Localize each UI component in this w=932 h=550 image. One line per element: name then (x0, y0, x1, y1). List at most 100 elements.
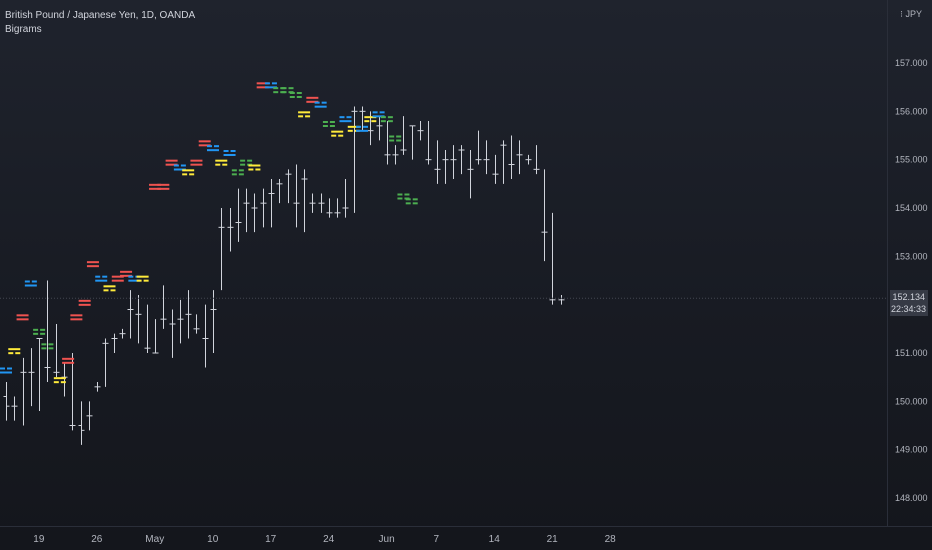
ohlc-bar[interactable] (28, 348, 35, 407)
ohlc-bar[interactable] (144, 304, 151, 353)
ohlc-bar[interactable] (483, 140, 490, 175)
ohlc-bar[interactable] (301, 169, 308, 233)
ohlc-bar[interactable] (69, 353, 76, 431)
ohlc-bar[interactable] (11, 396, 18, 421)
x-tick-label: 17 (265, 534, 277, 545)
ohlc-bar[interactable] (558, 295, 565, 305)
bigram-marker-yellow (364, 116, 377, 123)
ohlc-bar[interactable] (235, 188, 242, 242)
ohlc-bar[interactable] (409, 125, 416, 160)
ohlc-bar[interactable] (309, 193, 316, 213)
ohlc-bar[interactable] (475, 130, 482, 165)
bigram-marker-blue (0, 367, 12, 374)
ohlc-bar[interactable] (334, 198, 341, 218)
x-tick-label: 7 (433, 534, 439, 545)
bigram-marker-red (62, 357, 75, 364)
ohlc-bar[interactable] (276, 179, 283, 204)
ohlc-bar[interactable] (152, 319, 159, 354)
ohlc-bar[interactable] (293, 164, 300, 228)
ohlc-bar[interactable] (185, 290, 192, 339)
ohlc-bar[interactable] (78, 401, 85, 445)
symbol-title[interactable]: British Pound / Japanese Yen, 1D, OANDA (5, 10, 196, 21)
bigram-marker-red (306, 96, 319, 103)
ohlc-bar[interactable] (111, 333, 118, 353)
bigram-marker-green (289, 92, 302, 98)
ohlc-bar[interactable] (508, 135, 515, 180)
ohlc-bar[interactable] (135, 295, 142, 344)
ohlc-bar[interactable] (458, 145, 465, 175)
ohlc-bar[interactable] (400, 116, 407, 155)
ohlc-bar[interactable] (351, 106, 358, 213)
bigram-marker-yellow (248, 164, 261, 171)
ohlc-bar[interactable] (376, 116, 383, 141)
ohlc-bar[interactable] (384, 121, 391, 165)
ohlc-bar[interactable] (94, 382, 101, 392)
ohlc-bar[interactable] (160, 285, 167, 329)
bigram-marker-yellow (136, 275, 149, 282)
ohlc-bar[interactable] (525, 154, 532, 165)
bigram-marker-red (16, 314, 29, 321)
last-price-label: 152.134 22:34:33 (890, 290, 928, 316)
last-price-value: 152.134 (892, 292, 925, 302)
ohlc-bar[interactable] (268, 179, 275, 228)
ohlc-bar[interactable] (119, 328, 126, 339)
ohlc-bar[interactable] (44, 280, 51, 383)
ohlc-bar[interactable] (210, 290, 217, 353)
ohlc-bar[interactable] (549, 212, 556, 305)
ohlc-bar[interactable] (434, 140, 441, 184)
ohlc-bar[interactable] (492, 154, 499, 184)
bigram-marker-yellow (53, 377, 66, 384)
ohlc-bar[interactable] (169, 309, 176, 358)
ohlc-bar[interactable] (285, 169, 292, 204)
ohlc-bar[interactable] (251, 193, 258, 233)
bigram-marker-yellow (182, 169, 195, 176)
ohlc-bar[interactable] (260, 188, 267, 228)
bigram-marker-blue (339, 116, 352, 123)
ohlc-bar[interactable] (243, 188, 250, 233)
y-tick-label: 148.000 (895, 493, 928, 503)
bigram-marker-red (111, 275, 124, 282)
ohlc-bar[interactable] (359, 106, 366, 131)
ohlc-bar[interactable] (193, 314, 200, 334)
ohlc-bar[interactable] (102, 338, 109, 387)
ohlc-bar[interactable] (516, 140, 523, 175)
ohlc-bar[interactable] (218, 208, 225, 291)
ohlc-bar[interactable] (61, 362, 68, 397)
ohlc-bar[interactable] (442, 150, 449, 184)
ohlc-bar[interactable] (202, 304, 209, 368)
y-tick-label: 151.000 (895, 348, 928, 358)
ohlc-bar[interactable] (318, 193, 325, 213)
bigram-marker-blue (314, 101, 327, 108)
indicator-label[interactable]: Bigrams (5, 24, 42, 35)
currency-label[interactable]: ⁝ JPY (900, 9, 922, 20)
bigram-marker-blue (223, 150, 236, 156)
y-tick-label: 153.000 (895, 251, 928, 261)
ohlc-bar[interactable] (467, 150, 474, 199)
ohlc-bar[interactable] (425, 121, 432, 165)
ohlc-bar[interactable] (326, 198, 333, 218)
ohlc-bar[interactable] (227, 208, 234, 252)
ohlc-bar[interactable] (3, 382, 10, 421)
x-tick-label: May (145, 534, 164, 545)
ohlc-bar[interactable] (20, 357, 27, 426)
ohlc-bar[interactable] (342, 179, 349, 218)
bigram-marker-red (120, 270, 133, 277)
bar-countdown: 22:34:33 (891, 304, 927, 314)
x-tick-label: 21 (547, 534, 559, 545)
ohlc-bar[interactable] (53, 324, 60, 378)
ohlc-bar[interactable] (541, 169, 548, 262)
ohlc-bar[interactable] (417, 121, 424, 141)
ohlc-bar[interactable] (36, 338, 43, 412)
ohlc-bar[interactable] (86, 401, 93, 431)
bigram-marker-green (322, 121, 335, 127)
ohlc-bar[interactable] (533, 145, 540, 175)
bigram-marker-yellow (215, 159, 228, 166)
x-tick-label: 14 (489, 534, 501, 545)
ohlc-bar[interactable] (450, 145, 457, 179)
bigram-marker-blue (356, 125, 369, 132)
ohlc-bar[interactable] (127, 290, 134, 339)
ohlc-bar[interactable] (177, 299, 184, 344)
ohlc-bar[interactable] (500, 140, 507, 184)
ohlc-bar[interactable] (392, 145, 399, 165)
